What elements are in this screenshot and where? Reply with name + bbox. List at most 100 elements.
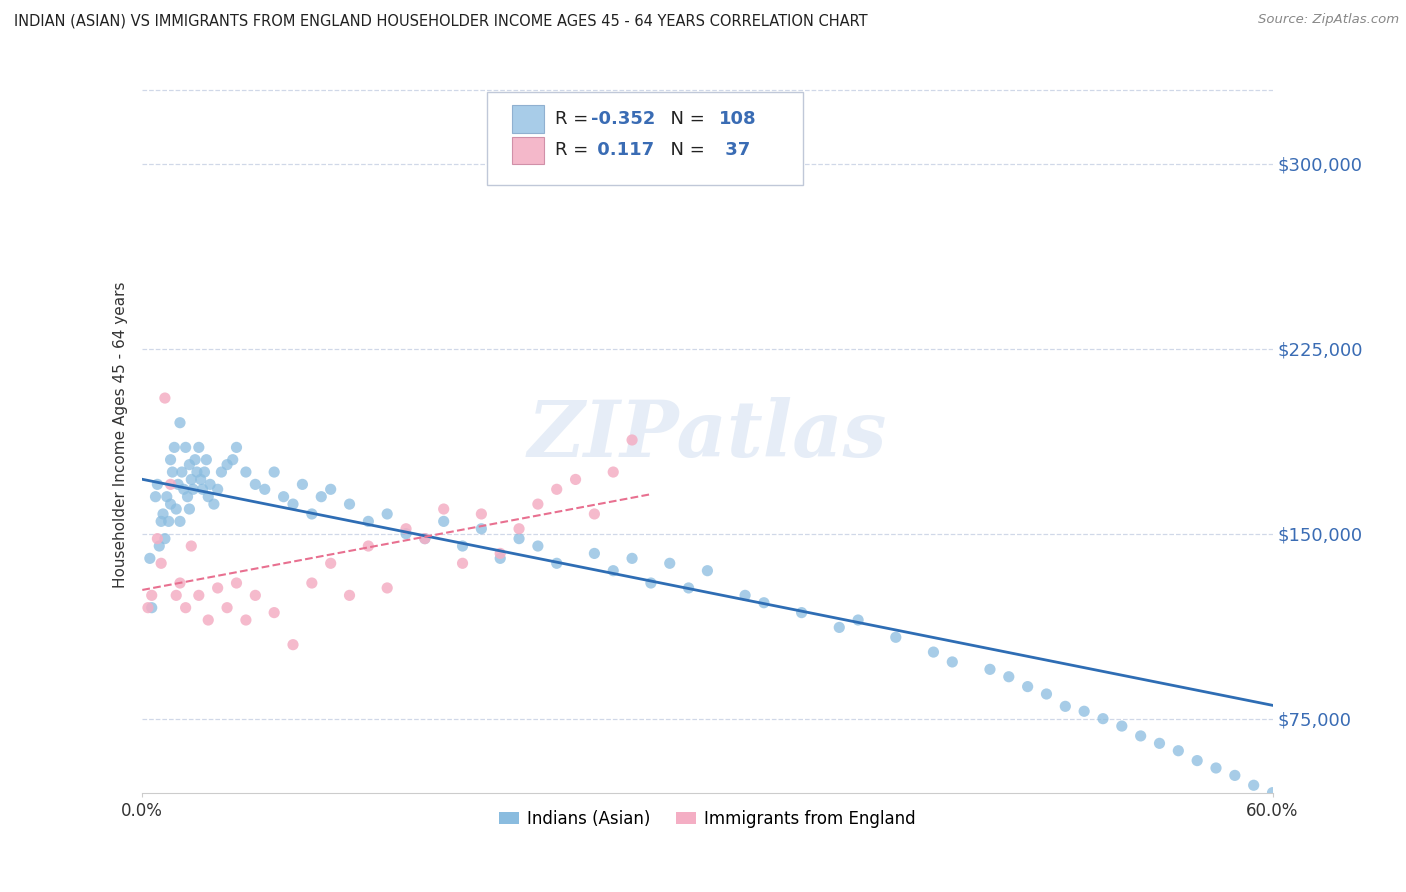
Point: [225, 441, 247, 455]
Point: [1111, 719, 1133, 733]
Point: [173, 483, 195, 497]
Point: [202, 497, 225, 511]
Bar: [512, 105, 544, 133]
Point: [145, 490, 167, 504]
Point: [1393, 694, 1406, 708]
Point: [301, 576, 323, 591]
Point: [136, 600, 159, 615]
Point: [1243, 778, 1265, 792]
Point: [375, 507, 398, 521]
Point: [263, 465, 285, 479]
Point: [222, 452, 245, 467]
Text: N =: N =: [659, 142, 710, 160]
Point: [141, 600, 163, 615]
Point: [1337, 670, 1360, 684]
Point: [1017, 680, 1039, 694]
Point: [187, 441, 209, 455]
Point: [451, 539, 474, 553]
Point: [1185, 754, 1208, 768]
Point: [153, 532, 176, 546]
Point: [197, 613, 219, 627]
Point: [159, 477, 181, 491]
Point: [225, 576, 247, 591]
Point: [1073, 704, 1095, 718]
Point: [564, 472, 586, 486]
Point: [181, 483, 204, 497]
Point: [470, 522, 492, 536]
Point: [621, 551, 644, 566]
Text: R =: R =: [555, 142, 593, 160]
Point: [884, 630, 907, 644]
Point: [179, 502, 201, 516]
Point: [169, 416, 191, 430]
Point: [546, 556, 568, 570]
Point: [291, 477, 314, 491]
Point: [139, 551, 162, 566]
Point: [1167, 744, 1189, 758]
Point: [997, 670, 1019, 684]
Point: [162, 465, 184, 479]
Point: [508, 522, 530, 536]
Point: [184, 452, 207, 467]
Point: [696, 564, 718, 578]
Point: [395, 526, 418, 541]
Point: [828, 620, 851, 634]
Point: [621, 433, 644, 447]
Point: [281, 638, 304, 652]
Point: [174, 441, 197, 455]
Point: [207, 581, 229, 595]
Point: [1054, 699, 1077, 714]
Point: [253, 483, 276, 497]
Point: [195, 452, 218, 467]
Point: [640, 576, 662, 591]
Point: [752, 596, 775, 610]
Point: [1374, 680, 1396, 694]
Point: [235, 465, 257, 479]
Point: [245, 477, 267, 491]
Point: [319, 556, 342, 570]
Point: [583, 507, 606, 521]
Point: [174, 600, 197, 615]
Point: [489, 546, 512, 560]
Point: [165, 502, 187, 516]
Point: [176, 490, 198, 504]
Point: [508, 532, 530, 546]
Point: [395, 522, 418, 536]
Point: [678, 581, 700, 595]
Point: [217, 600, 239, 615]
Text: -0.352: -0.352: [591, 110, 655, 128]
Point: [141, 588, 163, 602]
Point: [1355, 662, 1378, 676]
Point: [156, 490, 179, 504]
Point: [1279, 712, 1302, 726]
Point: [470, 507, 492, 521]
Point: [235, 613, 257, 627]
Point: [602, 465, 624, 479]
Point: [159, 452, 181, 467]
Point: [790, 606, 813, 620]
Point: [207, 483, 229, 497]
Point: [1261, 786, 1284, 800]
Point: [375, 581, 398, 595]
Point: [152, 507, 174, 521]
Point: [1299, 694, 1322, 708]
Text: 0.117: 0.117: [591, 142, 654, 160]
Point: [527, 497, 550, 511]
Point: [301, 507, 323, 521]
Point: [180, 539, 202, 553]
Legend: Indians (Asian), Immigrants from England: Indians (Asian), Immigrants from England: [492, 803, 922, 834]
Point: [163, 441, 186, 455]
Point: [153, 391, 176, 405]
Point: [190, 472, 212, 486]
Text: INDIAN (ASIAN) VS IMMIGRANTS FROM ENGLAND HOUSEHOLDER INCOME AGES 45 - 64 YEARS : INDIAN (ASIAN) VS IMMIGRANTS FROM ENGLAN…: [14, 13, 868, 29]
Point: [357, 539, 380, 553]
Point: [1149, 736, 1171, 750]
Point: [197, 490, 219, 504]
Point: [209, 465, 232, 479]
Point: [169, 514, 191, 528]
Point: [602, 564, 624, 578]
Point: [167, 477, 190, 491]
Point: [922, 645, 945, 659]
Point: [1317, 680, 1340, 694]
Point: [191, 483, 214, 497]
